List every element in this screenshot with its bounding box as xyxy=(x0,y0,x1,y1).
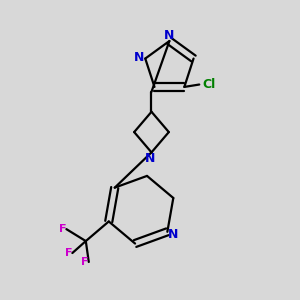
Text: N: N xyxy=(164,29,175,42)
Text: F: F xyxy=(82,257,89,267)
Text: F: F xyxy=(65,248,73,258)
Text: Cl: Cl xyxy=(202,78,215,91)
Text: F: F xyxy=(59,224,67,234)
Text: N: N xyxy=(167,228,178,241)
Text: N: N xyxy=(145,152,155,166)
Text: N: N xyxy=(134,51,144,64)
